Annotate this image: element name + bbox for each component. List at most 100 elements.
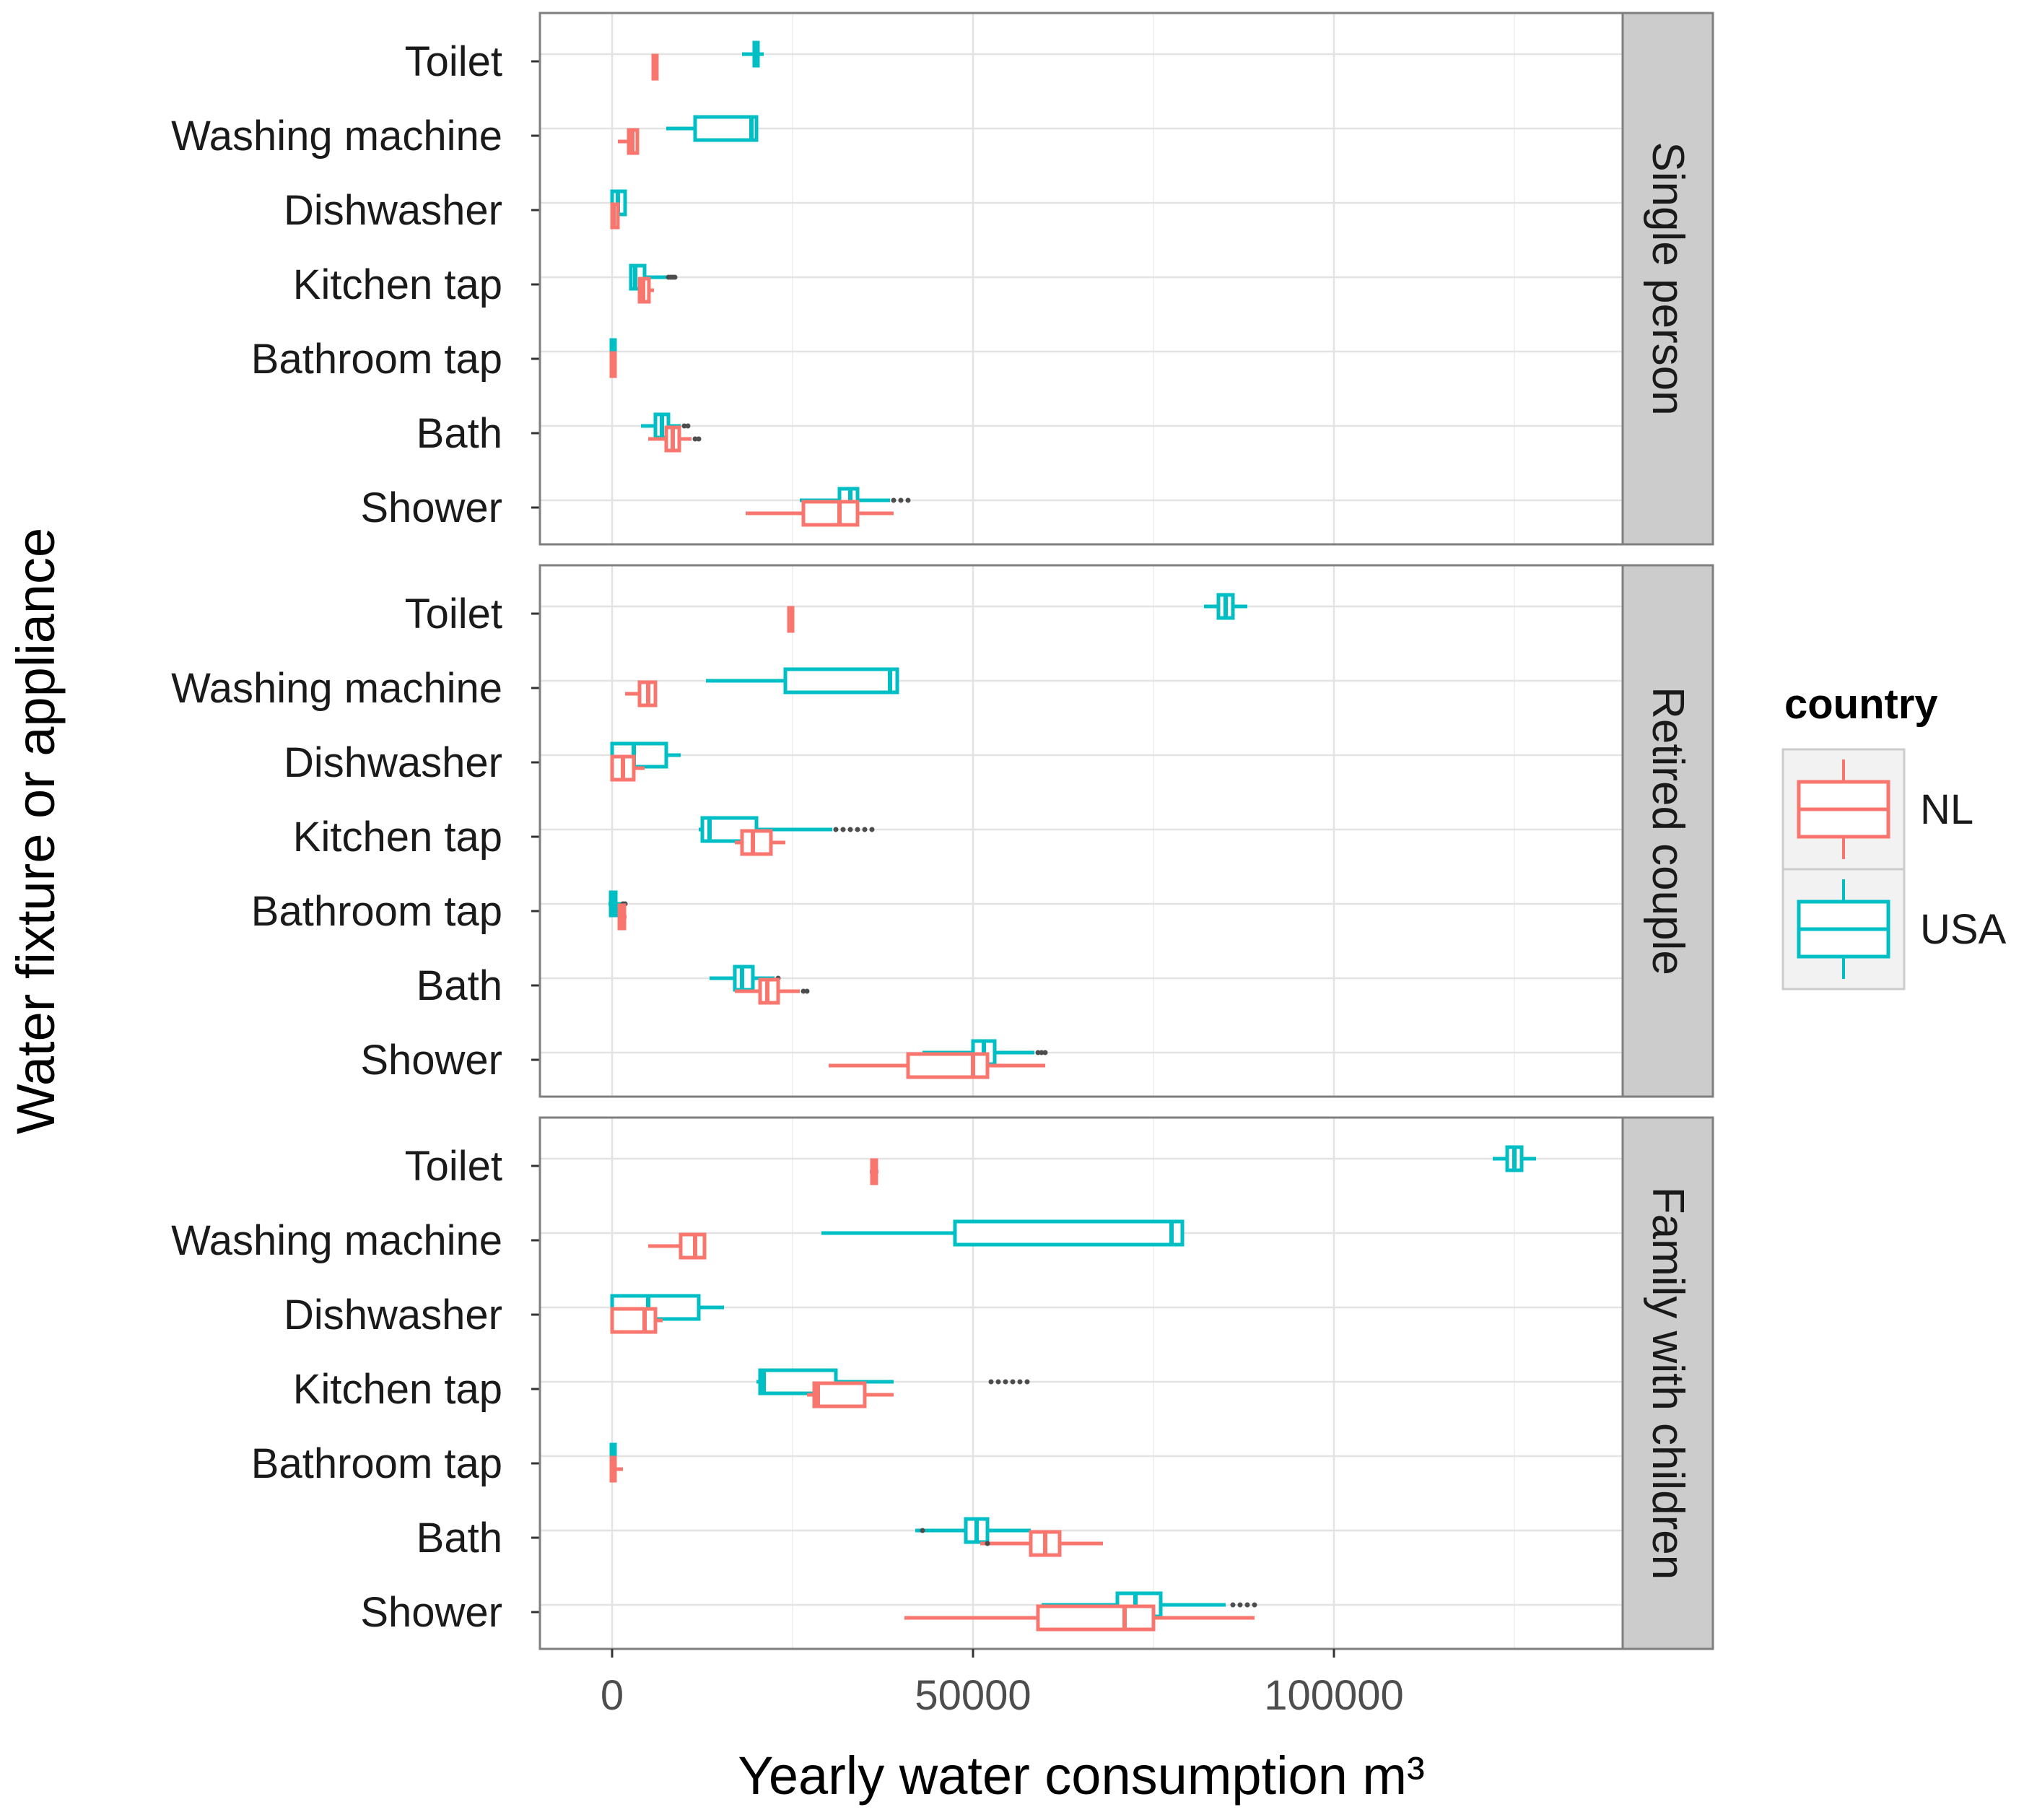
strip-background bbox=[1621, 1116, 1714, 1650]
box-retired-couple-kitchen-tap-nl bbox=[735, 829, 785, 856]
panel-background bbox=[540, 1118, 1623, 1649]
box-iqr bbox=[812, 1381, 867, 1408]
category-label-bath: Bath bbox=[416, 410, 502, 457]
box-retired-couple-shower-nl bbox=[829, 1052, 1045, 1079]
outlier-point bbox=[1035, 1050, 1041, 1055]
box-single-person-bathroom-tap-nl bbox=[609, 351, 617, 378]
category-label-bath: Bath bbox=[416, 1515, 502, 1562]
box-retired-couple-bath-nl bbox=[735, 978, 810, 1005]
outlier-point bbox=[855, 827, 860, 832]
category-label-washing-machine: Washing machine bbox=[171, 113, 502, 160]
strip-label-family-with-children: Family with children bbox=[1643, 1187, 1693, 1580]
box-iqr bbox=[679, 1232, 707, 1260]
box-family-with-children-toilet-usa bbox=[1493, 1145, 1536, 1172]
category-label-toilet: Toilet bbox=[405, 591, 502, 637]
panel-single-person: Toilet Washing machine Dishwasher Kitchen t… bbox=[171, 12, 1714, 546]
category-label-dishwasher: Dishwasher bbox=[284, 1292, 502, 1338]
legend-title: country bbox=[1784, 681, 1938, 728]
category-label-shower: Shower bbox=[360, 484, 502, 531]
box-family-with-children-toilet-nl bbox=[870, 1158, 878, 1185]
box-single-person-toilet-nl bbox=[651, 53, 659, 81]
box-family-with-children-bath-usa bbox=[915, 1517, 1031, 1544]
outlier-point bbox=[862, 827, 868, 832]
box-single-person-toilet-usa bbox=[742, 40, 764, 68]
box-single-person-bath-nl bbox=[648, 425, 702, 453]
x-axis: 0 50000 100000 bbox=[601, 1649, 1404, 1719]
outlier-point bbox=[898, 497, 904, 503]
box-single-person-washing-machine-nl bbox=[618, 128, 640, 155]
strip-background bbox=[1621, 564, 1714, 1098]
legend-item-usa: USA bbox=[1781, 868, 2007, 990]
outlier-point bbox=[869, 827, 875, 832]
panel-retired-couple: Toilet Washing machine Dishwasher Kitchen t… bbox=[171, 564, 1714, 1098]
outlier-point bbox=[1010, 1379, 1016, 1385]
category-label-dishwasher: Dishwasher bbox=[284, 739, 502, 786]
box-family-with-children-bath-nl bbox=[980, 1530, 1103, 1557]
box-family-with-children-washing-machine-usa bbox=[821, 1219, 1185, 1247]
outlier-point bbox=[685, 423, 691, 429]
category-label-bathroom-tap: Bathroom tap bbox=[251, 888, 502, 935]
category-label-kitchen-tap: Kitchen tap bbox=[293, 814, 502, 861]
legend-item-nl: NL bbox=[1781, 748, 1973, 871]
x-tick-label: 0 bbox=[601, 1672, 624, 1719]
outlier-point bbox=[1230, 1602, 1236, 1608]
category-label-washing-machine: Washing machine bbox=[171, 665, 502, 712]
box-retired-couple-dishwasher-nl bbox=[610, 754, 645, 782]
outlier-point bbox=[696, 436, 702, 442]
outlier-point bbox=[847, 827, 853, 832]
outlier-point bbox=[833, 827, 839, 832]
box-iqr bbox=[953, 1219, 1185, 1247]
box-iqr bbox=[783, 667, 899, 695]
outlier-point bbox=[1003, 1379, 1008, 1385]
box-family-with-children-kitchen-tap-nl bbox=[807, 1381, 894, 1408]
box-family-with-children-washing-machine-nl bbox=[648, 1232, 707, 1260]
outlier-point bbox=[1244, 1602, 1250, 1608]
outlier-point bbox=[804, 988, 810, 994]
outlier-point bbox=[672, 274, 678, 280]
category-label-bathroom-tap: Bathroom tap bbox=[251, 336, 502, 383]
outlier-point bbox=[1017, 1379, 1023, 1385]
x-axis-title: Yearly water consumption m³ bbox=[738, 1746, 1424, 1806]
box-family-with-children-shower-nl bbox=[904, 1604, 1255, 1632]
box-family-with-children-bathroom-tap-nl bbox=[609, 1455, 623, 1483]
box-iqr bbox=[1036, 1604, 1156, 1632]
outlier-point bbox=[1237, 1602, 1243, 1608]
outlier-point bbox=[995, 1379, 1001, 1385]
legend-label-usa: USA bbox=[1920, 906, 2007, 953]
y-axis-title: Water fixture or appliance bbox=[6, 528, 66, 1134]
outlier-point bbox=[1042, 1050, 1048, 1055]
box-retired-couple-toilet-nl bbox=[787, 606, 795, 633]
outlier-point bbox=[1039, 1050, 1044, 1055]
outlier-point bbox=[681, 423, 687, 429]
box-iqr bbox=[693, 115, 759, 142]
outlier-point bbox=[1024, 1379, 1030, 1385]
box-iqr bbox=[906, 1052, 990, 1079]
x-tick-label: 100000 bbox=[1264, 1672, 1404, 1719]
category-label-kitchen-tap: Kitchen tap bbox=[293, 1366, 502, 1413]
strip-label-single-person: Single person bbox=[1643, 141, 1693, 415]
panel-family-with-children: Toilet Washing machine Dishwasher Kitchen t… bbox=[171, 1116, 1714, 1650]
strip-background bbox=[1621, 12, 1714, 546]
category-label-toilet: Toilet bbox=[405, 38, 502, 85]
outlier-point bbox=[840, 827, 846, 832]
outlier-point bbox=[920, 1528, 925, 1533]
category-label-toilet: Toilet bbox=[405, 1143, 502, 1190]
panel-background bbox=[540, 13, 1623, 544]
legend-keys: NL USA bbox=[1781, 748, 2007, 990]
outlier-point bbox=[905, 497, 911, 503]
box-family-with-children-dishwasher-nl bbox=[610, 1307, 663, 1334]
box-retired-couple-washing-machine-nl bbox=[625, 680, 658, 707]
outlier-point bbox=[891, 497, 897, 503]
box-iqr bbox=[801, 500, 860, 527]
category-label-shower: Shower bbox=[360, 1589, 502, 1636]
category-label-shower: Shower bbox=[360, 1037, 502, 1084]
legend-label-nl: NL bbox=[1920, 786, 1973, 833]
box-single-person-kitchen-tap-nl bbox=[637, 277, 654, 304]
box-retired-couple-washing-machine-usa bbox=[706, 667, 899, 695]
legend: country NL USA bbox=[1781, 681, 2007, 990]
outlier-point bbox=[985, 1541, 990, 1546]
category-label-washing-machine: Washing machine bbox=[171, 1217, 502, 1264]
strip-label-retired-couple: Retired couple bbox=[1643, 687, 1693, 975]
chart-panels: Toilet Washing machine Dishwasher Kitchen t… bbox=[171, 12, 1714, 1650]
